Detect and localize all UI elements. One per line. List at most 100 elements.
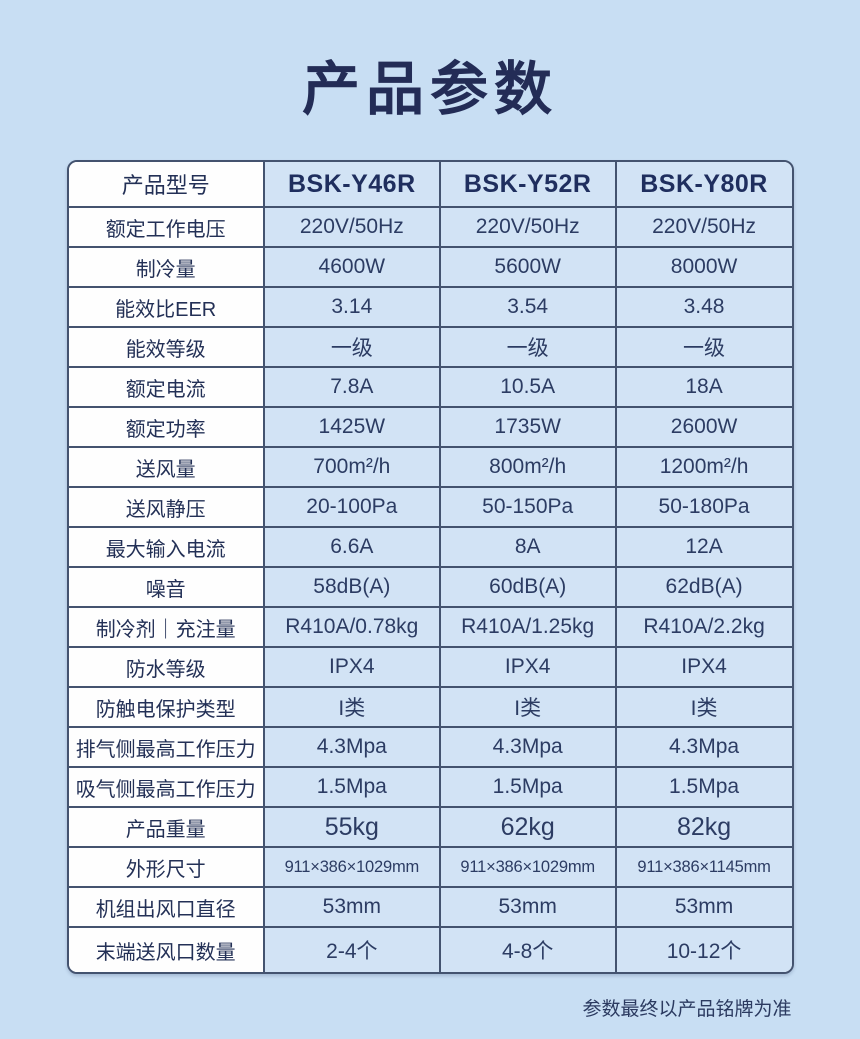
row-value: 20-100Pa <box>263 487 441 528</box>
row-value: 1.5Mpa <box>615 767 792 808</box>
page-title: 产品参数 <box>301 57 558 122</box>
row-value: 4-8个 <box>439 927 617 972</box>
row-value: 50-150Pa <box>439 487 617 528</box>
table-row-discharge-pressure: 排气侧最高工作压力 4.3Mpa 4.3Mpa 4.3Mpa <box>68 727 792 768</box>
row-value: 60dB(A) <box>439 567 617 608</box>
row-value: 一级 <box>263 327 441 368</box>
footnote: 参数最终以产品铭牌为准 <box>582 999 792 1020</box>
row-value: 53mm <box>263 887 441 928</box>
row-value: 1.5Mpa <box>263 767 441 808</box>
row-value: 1.5Mpa <box>439 767 617 808</box>
row-label: 能效比EER <box>68 287 265 328</box>
table-row-rated-power: 额定功率 1425W 1735W 2600W <box>68 407 792 448</box>
row-label: 防触电保护类型 <box>68 687 265 728</box>
row-value: R410A/2.2kg <box>615 607 792 648</box>
table-row-waterproof-grade: 防水等级 IPX4 IPX4 IPX4 <box>68 647 792 688</box>
table-row-suction-pressure: 吸气侧最高工作压力 1.5Mpa 1.5Mpa 1.5Mpa <box>68 767 792 808</box>
row-value: I类 <box>615 687 792 728</box>
table-header-row: 产品型号 BSK-Y46R BSK-Y52R BSK-Y80R <box>68 162 792 208</box>
spec-table: 产品型号 BSK-Y46R BSK-Y52R BSK-Y80R 额定工作电压 2… <box>68 162 792 972</box>
table-row-cooling-capacity: 制冷量 4600W 5600W 8000W <box>68 247 792 288</box>
row-value: 5600W <box>439 247 617 288</box>
table-row-dimensions: 外形尺寸 911×386×1029mm 911×386×1029mm 911×3… <box>68 847 792 888</box>
row-value: 2600W <box>615 407 792 448</box>
row-value: IPX4 <box>615 647 792 688</box>
header-model-3: BSK-Y80R <box>615 162 792 208</box>
row-value: IPX4 <box>439 647 617 688</box>
row-label: 末端送风口数量 <box>68 927 265 972</box>
row-label: 防水等级 <box>68 647 265 688</box>
row-value: 8A <box>439 527 617 568</box>
row-value: 10-12个 <box>615 927 792 972</box>
header-model-2: BSK-Y52R <box>439 162 617 208</box>
table-row-max-input-current: 最大输入电流 6.6A 8A 12A <box>68 527 792 568</box>
row-value: 4600W <box>263 247 441 288</box>
row-label: 送风静压 <box>68 487 265 528</box>
row-value: 53mm <box>615 887 792 928</box>
row-value: 50-180Pa <box>615 487 792 528</box>
row-label: 额定工作电压 <box>68 207 265 248</box>
row-label: 机组出风口直径 <box>68 887 265 928</box>
table-row-rated-current: 额定电流 7.8A 10.5A 18A <box>68 367 792 408</box>
row-value: 3.14 <box>263 287 441 328</box>
row-label: 送风量 <box>68 447 265 488</box>
row-value: 82kg <box>615 807 792 848</box>
table-row-rated-voltage: 额定工作电压 220V/50Hz 220V/50Hz 220V/50Hz <box>68 207 792 248</box>
row-value: 1735W <box>439 407 617 448</box>
row-value: 6.6A <box>263 527 441 568</box>
table-row-static-pressure: 送风静压 20-100Pa 50-150Pa 50-180Pa <box>68 487 792 528</box>
row-value: 4.3Mpa <box>263 727 441 768</box>
table-row-noise: 噪音 58dB(A) 60dB(A) 62dB(A) <box>68 567 792 608</box>
row-value: 58dB(A) <box>263 567 441 608</box>
row-label: 外形尺寸 <box>68 847 265 888</box>
row-label: 产品重量 <box>68 807 265 848</box>
row-label: 噪音 <box>68 567 265 608</box>
row-value: 800m²/h <box>439 447 617 488</box>
row-value: 911×386×1145mm <box>615 847 792 888</box>
row-value: R410A/0.78kg <box>263 607 441 648</box>
table-row-shock-protection: 防触电保护类型 I类 I类 I类 <box>68 687 792 728</box>
row-value: 911×386×1029mm <box>439 847 617 888</box>
row-value: 220V/50Hz <box>263 207 441 248</box>
row-value: 2-4个 <box>263 927 441 972</box>
row-label: 最大输入电流 <box>68 527 265 568</box>
row-value: 700m²/h <box>263 447 441 488</box>
row-value: 3.54 <box>439 287 617 328</box>
row-label: 制冷量 <box>68 247 265 288</box>
row-label: 能效等级 <box>68 327 265 368</box>
row-value: 220V/50Hz <box>439 207 617 248</box>
row-value: 7.8A <box>263 367 441 408</box>
table-row-product-weight: 产品重量 55kg 62kg 82kg <box>68 807 792 848</box>
row-value: I类 <box>439 687 617 728</box>
header-label-product-model: 产品型号 <box>68 162 265 208</box>
header-model-1: BSK-Y46R <box>263 162 441 208</box>
row-label: 吸气侧最高工作压力 <box>68 767 265 808</box>
row-value: 4.3Mpa <box>439 727 617 768</box>
row-value: I类 <box>263 687 441 728</box>
table-row-eer: 能效比EER 3.14 3.54 3.48 <box>68 287 792 328</box>
row-value: 53mm <box>439 887 617 928</box>
spec-table-container: 产品型号 BSK-Y46R BSK-Y52R BSK-Y80R 额定工作电压 2… <box>66 160 794 974</box>
row-value: 55kg <box>263 807 441 848</box>
row-value: 1425W <box>263 407 441 448</box>
row-value: R410A/1.25kg <box>439 607 617 648</box>
row-value: 4.3Mpa <box>615 727 792 768</box>
row-label: 额定电流 <box>68 367 265 408</box>
table-row-energy-grade: 能效等级 一级 一级 一级 <box>68 327 792 368</box>
table-row-refrigerant: 制冷剂｜充注量 R410A/0.78kg R410A/1.25kg R410A/… <box>68 607 792 648</box>
table-row-outlet-diameter: 机组出风口直径 53mm 53mm 53mm <box>68 887 792 928</box>
row-value: 911×386×1029mm <box>263 847 441 888</box>
row-label: 排气侧最高工作压力 <box>68 727 265 768</box>
row-label: 制冷剂｜充注量 <box>68 607 265 648</box>
table-row-terminal-outlets: 末端送风口数量 2-4个 4-8个 10-12个 <box>68 927 792 972</box>
row-value: IPX4 <box>263 647 441 688</box>
row-value: 18A <box>615 367 792 408</box>
row-value: 12A <box>615 527 792 568</box>
row-value: 1200m²/h <box>615 447 792 488</box>
row-value: 8000W <box>615 247 792 288</box>
row-value: 一级 <box>615 327 792 368</box>
table-row-air-volume: 送风量 700m²/h 800m²/h 1200m²/h <box>68 447 792 488</box>
row-value: 62dB(A) <box>615 567 792 608</box>
row-value: 一级 <box>439 327 617 368</box>
